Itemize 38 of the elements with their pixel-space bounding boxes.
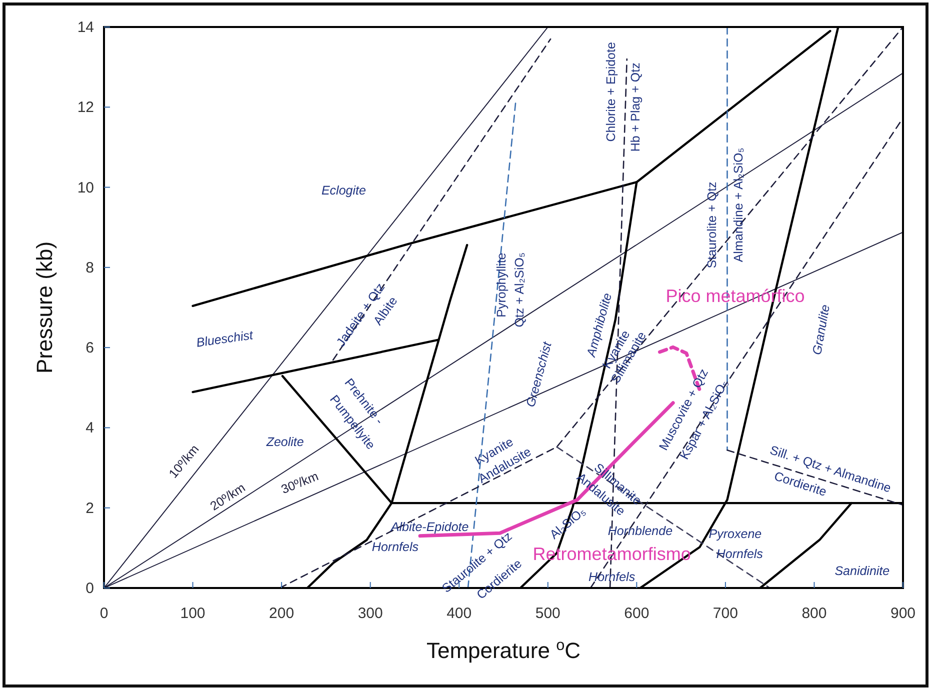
annotation: Granulite: [810, 304, 833, 356]
annotation: Eclogite: [321, 184, 366, 198]
x-tick-label: 800: [802, 605, 827, 622]
x-axis-title: Temperature $^{o}$C: [426, 636, 581, 663]
annotation: Albite-Epidote: [390, 520, 469, 534]
y-tick-label: 6: [86, 340, 94, 357]
x-tick-label: 600: [624, 605, 650, 622]
annotation: Pyroxene: [708, 527, 762, 542]
y-tick-label: 8: [86, 259, 94, 276]
annotation: Chlorite + Epidote: [604, 42, 618, 142]
annotation: Hb + Plag + Qtz: [628, 62, 643, 152]
x-tick-label: 700: [712, 605, 738, 622]
annotation: Hornfels: [588, 570, 636, 584]
annotation: 30º/km: [279, 469, 320, 497]
annotation: Zeolite: [265, 435, 304, 450]
y-tick-label: 4: [86, 420, 94, 437]
annotation: Pyrophyllite: [494, 252, 509, 318]
annotation: Staurolite + Qtz: [705, 182, 720, 268]
y-tick-label: 2: [86, 500, 94, 517]
annotation: Almandine + Al₂SiO₅: [732, 148, 746, 262]
x-tick-label: 100: [180, 605, 206, 622]
annotation: Hornfels: [716, 547, 763, 562]
y-axis-title: Pressure (kb): [32, 241, 57, 374]
annotation: Qtz + Al₂SiO₅: [512, 252, 527, 328]
x-tick-label: 0: [100, 605, 108, 622]
annotation: Blueschist: [195, 328, 254, 350]
x-tick-label: 400: [446, 605, 472, 622]
y-tick-label: 10: [77, 179, 94, 196]
x-tick-label: 300: [358, 605, 383, 622]
annotation: Hornblende: [608, 524, 673, 538]
x-tick-label: 500: [535, 605, 560, 622]
y-tick-label: 0: [86, 580, 94, 597]
y-tick-label: 14: [77, 19, 94, 36]
x-tick-label: 900: [890, 605, 916, 622]
y-tick-label: 12: [77, 99, 94, 116]
annotation: Hornfels: [372, 540, 418, 554]
x-tick-label: 200: [269, 605, 294, 622]
annotation: Sanidinite: [834, 564, 890, 578]
